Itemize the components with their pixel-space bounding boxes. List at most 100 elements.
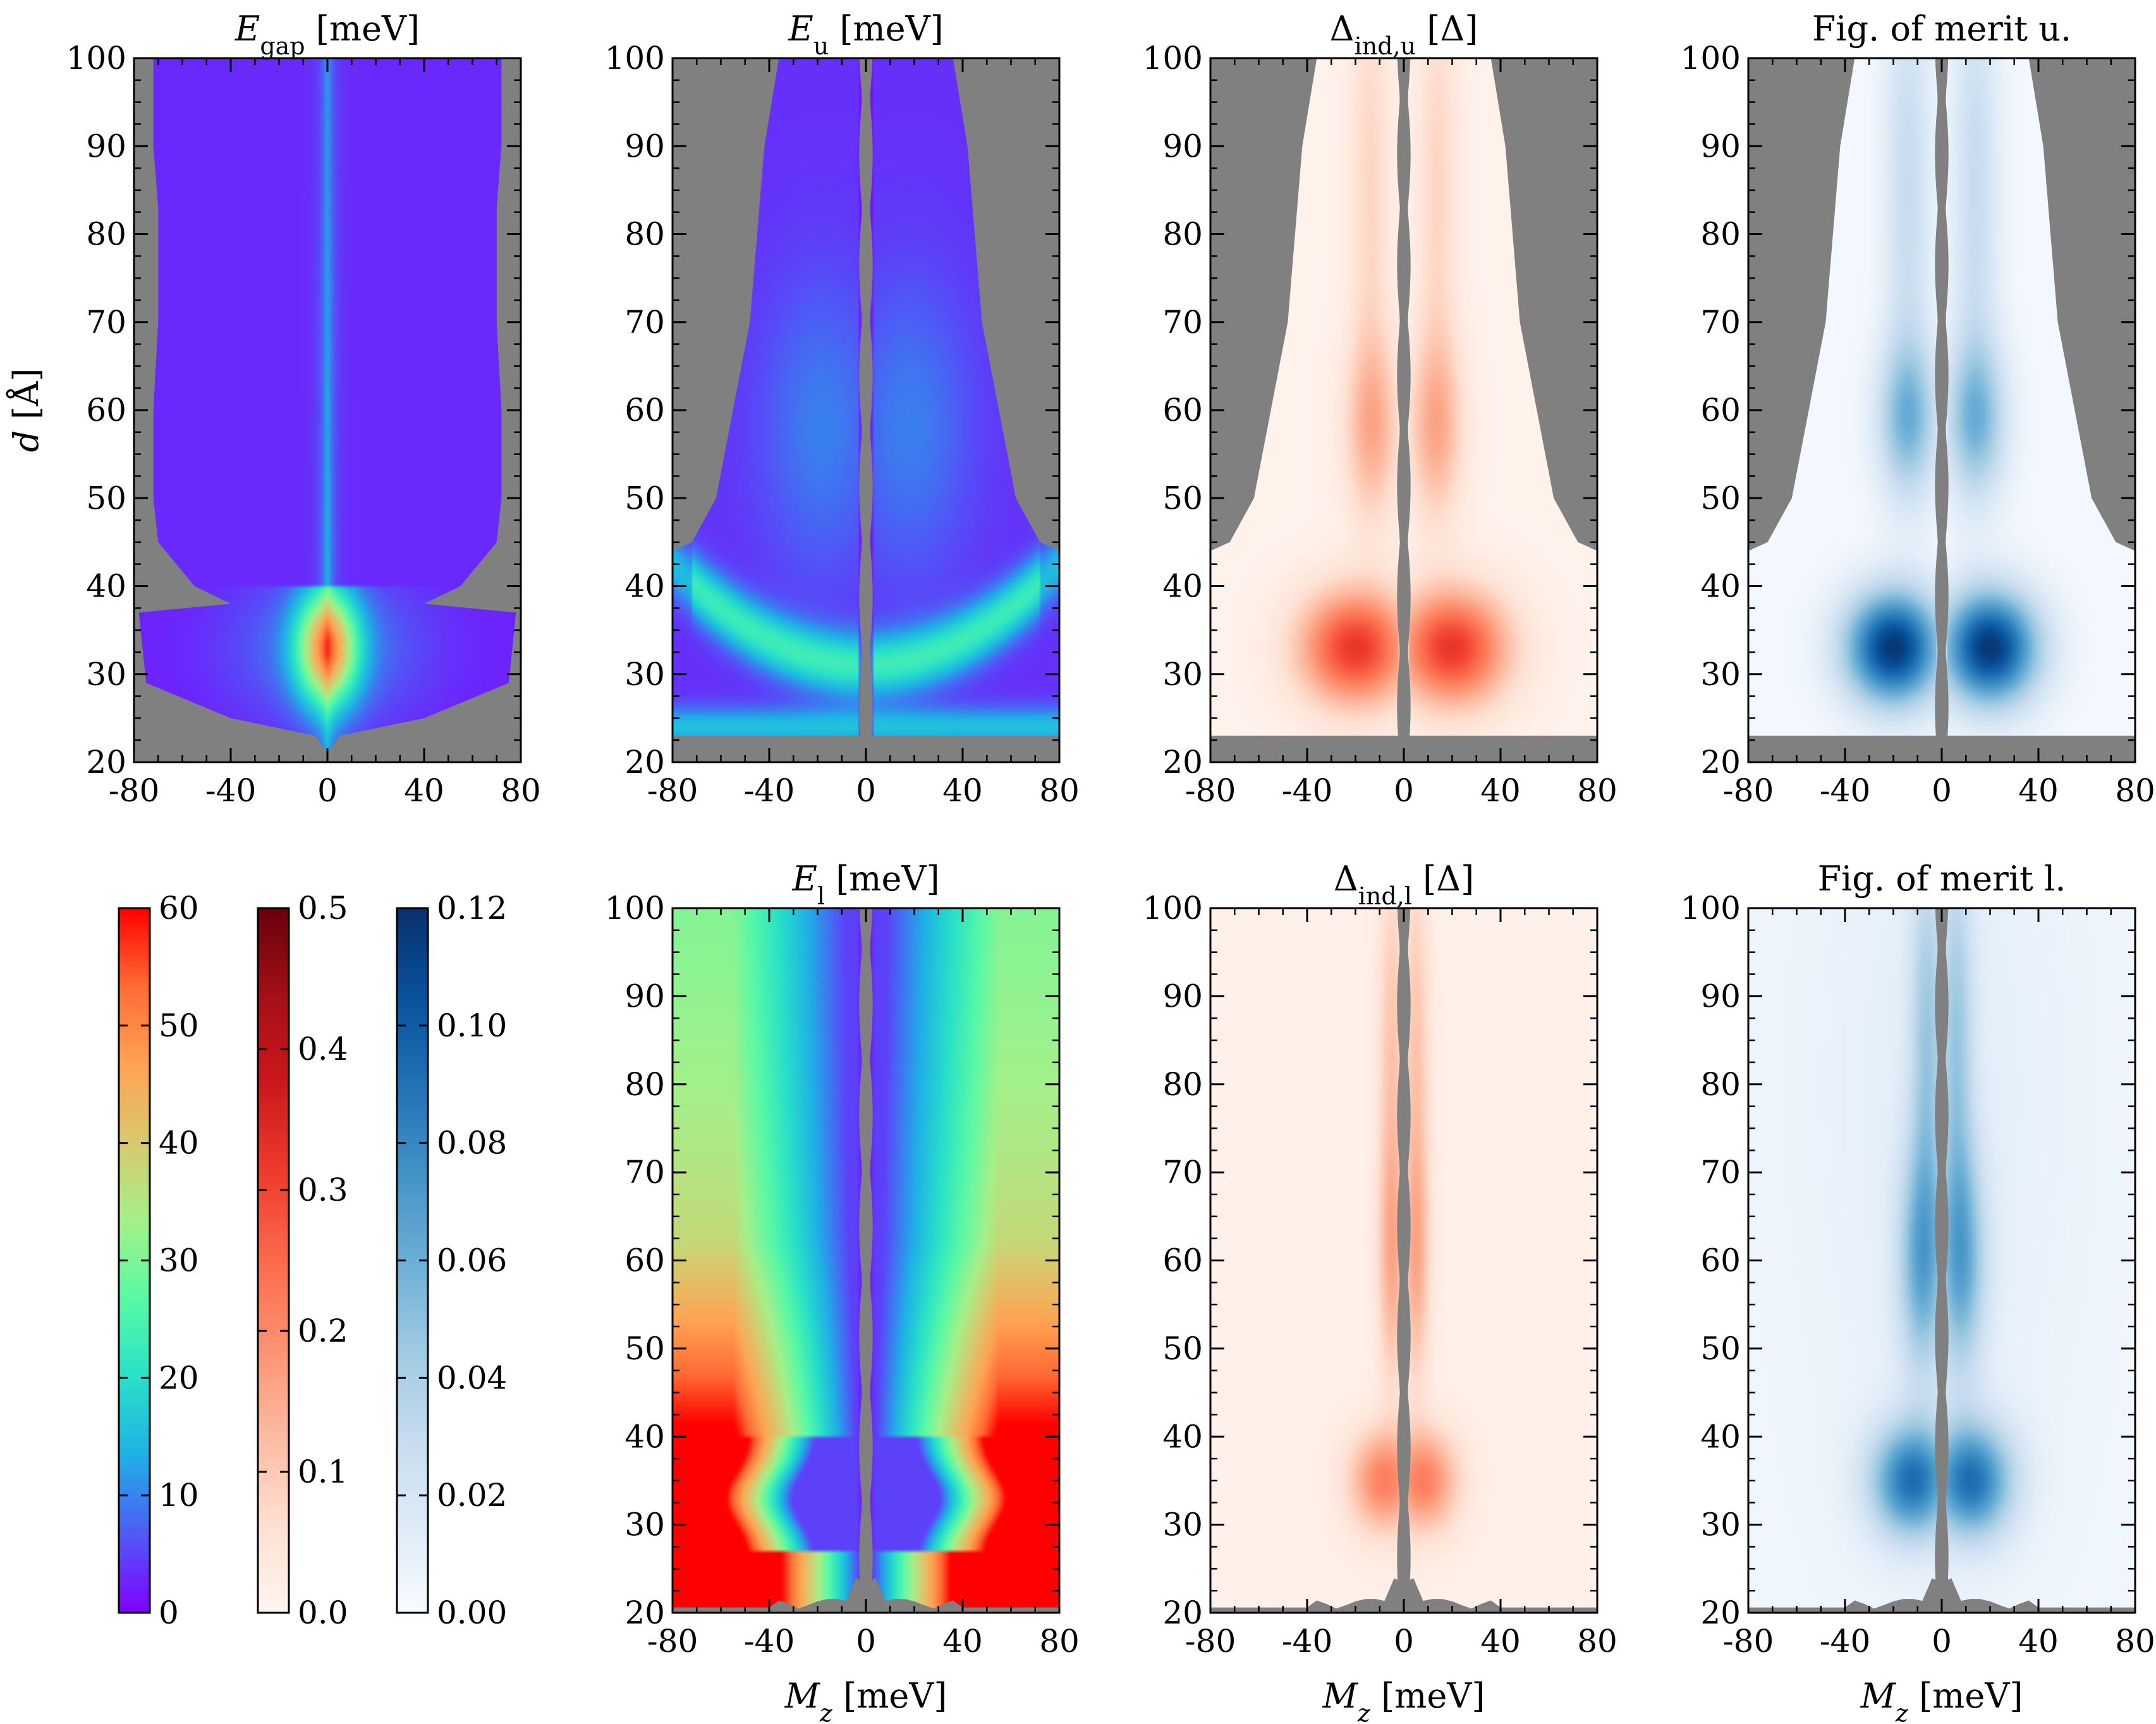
- colorbar-tick-label: 0.3: [298, 1172, 348, 1208]
- colorbar-tick-label: 0.00: [437, 1594, 507, 1631]
- x-tick-label: -80: [1723, 1623, 1774, 1660]
- y-tick-label: 60: [1162, 1242, 1203, 1279]
- panel-egap: -80 -40 0 40 80 20 30 40 50 60 70 80 90 100 Egap [meV]…: [5, 9, 541, 809]
- central-mask: [859, 908, 873, 1596]
- y-tick-label: 40: [86, 568, 126, 605]
- colorbars: 01020304050600.00.10.20.30.40.50.000.020…: [118, 890, 507, 1631]
- x-tick-label: 40: [2018, 1623, 2059, 1660]
- x-tick-label: 80: [501, 772, 541, 809]
- panel-dind-l: -80 -40 0 40 80 20 30 40 50 60 70 80 90 100 Δind,l [Δ]…: [1143, 859, 1617, 1724]
- x-axis-label: Mz [meV]: [1860, 1676, 2023, 1724]
- x-tick-label: 0: [1394, 772, 1414, 809]
- x-tick-label: 80: [1039, 772, 1080, 809]
- y-tick-label: 40: [1162, 1418, 1203, 1455]
- y-tick-label: 80: [624, 216, 665, 253]
- y-tick-label: 20: [1700, 744, 1741, 780]
- y-tick-label: 70: [86, 304, 126, 341]
- cbar-reds: 0.0 0.1 0.2 0.3 0.4 0.5: [257, 890, 348, 1631]
- x-tick-label: 80: [1039, 1623, 1080, 1660]
- y-tick-label: 20: [1162, 744, 1203, 780]
- y-tick-label: 60: [1162, 392, 1203, 428]
- colorbar-tick-label: 0.12: [437, 890, 507, 926]
- y-tick-label: 80: [1700, 216, 1741, 253]
- y-tick-label: 60: [624, 1242, 665, 1279]
- y-tick-label: 70: [624, 1154, 665, 1191]
- colorbar-tick-label: 0.06: [437, 1242, 507, 1279]
- colorbar-tick-label: 0.2: [298, 1313, 348, 1349]
- y-tick-label: 90: [1162, 128, 1203, 164]
- y-tick-label: 70: [624, 304, 665, 341]
- x-tick-label: 40: [1480, 772, 1521, 809]
- y-tick-label: 70: [1700, 1154, 1741, 1191]
- colorbar-tick-label: 0.04: [437, 1359, 507, 1396]
- y-tick-label: 100: [1681, 40, 1741, 76]
- y-tick-label: 30: [86, 656, 126, 693]
- y-tick-label: 100: [1143, 890, 1203, 926]
- x-tick-label: 40: [942, 1623, 983, 1660]
- colorbar-tick-label: 0.10: [437, 1007, 507, 1044]
- x-tick-label: -80: [1723, 772, 1774, 809]
- y-tick-label: 70: [1700, 304, 1741, 341]
- y-tick-label: 70: [1162, 304, 1203, 341]
- x-tick-label: 80: [1577, 772, 1617, 809]
- y-tick-label: 80: [1162, 1066, 1203, 1103]
- y-tick-label: 70: [1162, 1154, 1203, 1191]
- y-tick-label: 90: [624, 128, 665, 164]
- y-tick-label: 20: [624, 1594, 665, 1631]
- cbar-rainbow: 0 10 20 30 40 50 60: [118, 890, 199, 1631]
- y-tick-label: 50: [1162, 1330, 1203, 1367]
- y-tick-label: 40: [1700, 1418, 1741, 1455]
- y-tick-label: 60: [624, 392, 665, 428]
- y-tick-label: 90: [1700, 128, 1741, 164]
- panel-title: Fig. of merit l.: [1818, 859, 2066, 899]
- x-tick-label: 80: [1577, 1623, 1617, 1660]
- x-tick-label: -40: [744, 772, 795, 809]
- colorbar-tick-label: 0: [159, 1594, 179, 1631]
- y-tick-label: 80: [1700, 1066, 1741, 1103]
- x-tick-label: 40: [1480, 1623, 1521, 1660]
- colorbar-tick-label: 0.0: [298, 1594, 348, 1631]
- x-tick-label: 0: [317, 772, 338, 809]
- y-tick-label: 50: [1700, 1330, 1741, 1367]
- y-tick-label: 100: [605, 40, 665, 76]
- y-tick-label: 50: [1162, 480, 1203, 516]
- x-axis-label: Mz [meV]: [784, 1676, 947, 1724]
- y-axis-label: d [Å]: [5, 368, 46, 452]
- x-tick-label: -80: [647, 772, 698, 809]
- central-mask: [1397, 908, 1411, 1596]
- panel-eu: -80 -40 0 40 80 20 30 40 50 60 70 80 90 100 Eu [meV]: [605, 9, 1080, 809]
- y-tick-label: 100: [1681, 890, 1741, 926]
- y-tick-label: 20: [86, 744, 126, 780]
- y-tick-label: 30: [1700, 656, 1741, 693]
- central-mask: [1935, 908, 1949, 1596]
- panel-title: Fig. of merit u.: [1812, 9, 2071, 49]
- colorbar-tick-label: 0.08: [437, 1125, 507, 1162]
- panel-title: Δind,l [Δ]: [1334, 859, 1474, 910]
- panel-title: El [meV]: [791, 859, 939, 910]
- colorbar-frame: [257, 907, 290, 1614]
- y-tick-label: 60: [86, 392, 126, 428]
- colorbar-tick-label: 0.4: [298, 1031, 348, 1067]
- y-tick-label: 90: [1700, 978, 1741, 1014]
- y-tick-label: 30: [1700, 1507, 1741, 1543]
- panel-fom-l: -80 -40 0 40 80 20 30 40 50 60 70 80 90 100 Fig. of me…: [1681, 859, 2155, 1724]
- y-tick-label: 90: [1162, 978, 1203, 1014]
- x-tick-label: -80: [109, 772, 160, 809]
- y-tick-label: 40: [624, 1418, 665, 1455]
- colorbar-tick-label: 20: [159, 1359, 199, 1396]
- y-tick-label: 50: [86, 480, 126, 516]
- x-tick-label: 80: [2115, 1623, 2155, 1660]
- y-tick-label: 90: [86, 128, 126, 164]
- x-tick-label: 40: [404, 772, 444, 809]
- x-tick-label: 0: [856, 772, 876, 809]
- y-tick-label: 20: [624, 744, 665, 780]
- y-tick-label: 100: [66, 40, 126, 76]
- colorbar-tick-label: 30: [159, 1242, 199, 1279]
- y-tick-label: 80: [624, 1066, 665, 1103]
- y-tick-label: 60: [1700, 392, 1741, 428]
- x-tick-label: 40: [942, 772, 983, 809]
- y-tick-label: 50: [624, 480, 665, 516]
- panel-dind-u: -80 -40 0 40 80 20 30 40 50 60 70 80 90 100 Δind,u [Δ]: [1143, 9, 1617, 809]
